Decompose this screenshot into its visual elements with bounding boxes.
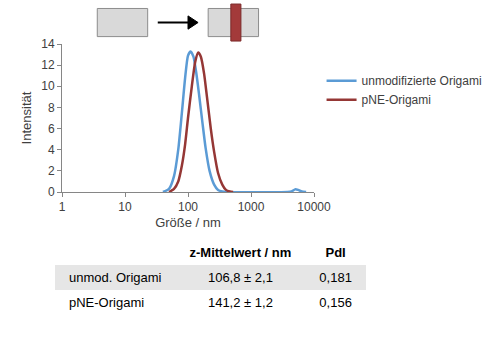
html-text:PdI: PdI	[325, 245, 346, 260]
html-text:0,181: 0,181	[319, 270, 352, 285]
html-text:pNE-Origami: pNE-Origami	[69, 295, 145, 310]
html-text:z-Mittelwert / nm: z-Mittelwert / nm	[189, 245, 292, 260]
svg-text:unmodifizierte Origami: unmodifizierte Origami	[362, 74, 482, 88]
html-text:0,156: 0,156	[319, 295, 352, 310]
html-text:106,8 ± 2,1: 106,8 ± 2,1	[207, 270, 273, 285]
svg-text:100: 100	[178, 200, 198, 214]
html-text:unmod. Origami: unmod. Origami	[69, 270, 162, 285]
svg-text:Intensität: Intensität	[19, 91, 34, 144]
svg-text:pNE-Origami: pNE-Origami	[362, 93, 431, 107]
svg-text:1: 1	[59, 200, 66, 214]
svg-text:10: 10	[118, 200, 132, 214]
svg-text:4: 4	[48, 143, 55, 157]
svg-text:10000: 10000	[297, 200, 331, 214]
svg-text:14: 14	[41, 37, 55, 51]
html-text:141,2 ± 1,2: 141,2 ± 1,2	[207, 295, 273, 310]
svg-text:12: 12	[41, 58, 55, 72]
svg-text:2: 2	[48, 164, 55, 178]
svg-text:8: 8	[48, 101, 55, 115]
svg-text:1000: 1000	[238, 200, 265, 214]
svg-text:10: 10	[41, 79, 55, 93]
svg-text:Größe / nm: Größe / nm	[155, 215, 221, 230]
svg-text:6: 6	[48, 122, 55, 136]
svg-text:0: 0	[48, 185, 55, 199]
